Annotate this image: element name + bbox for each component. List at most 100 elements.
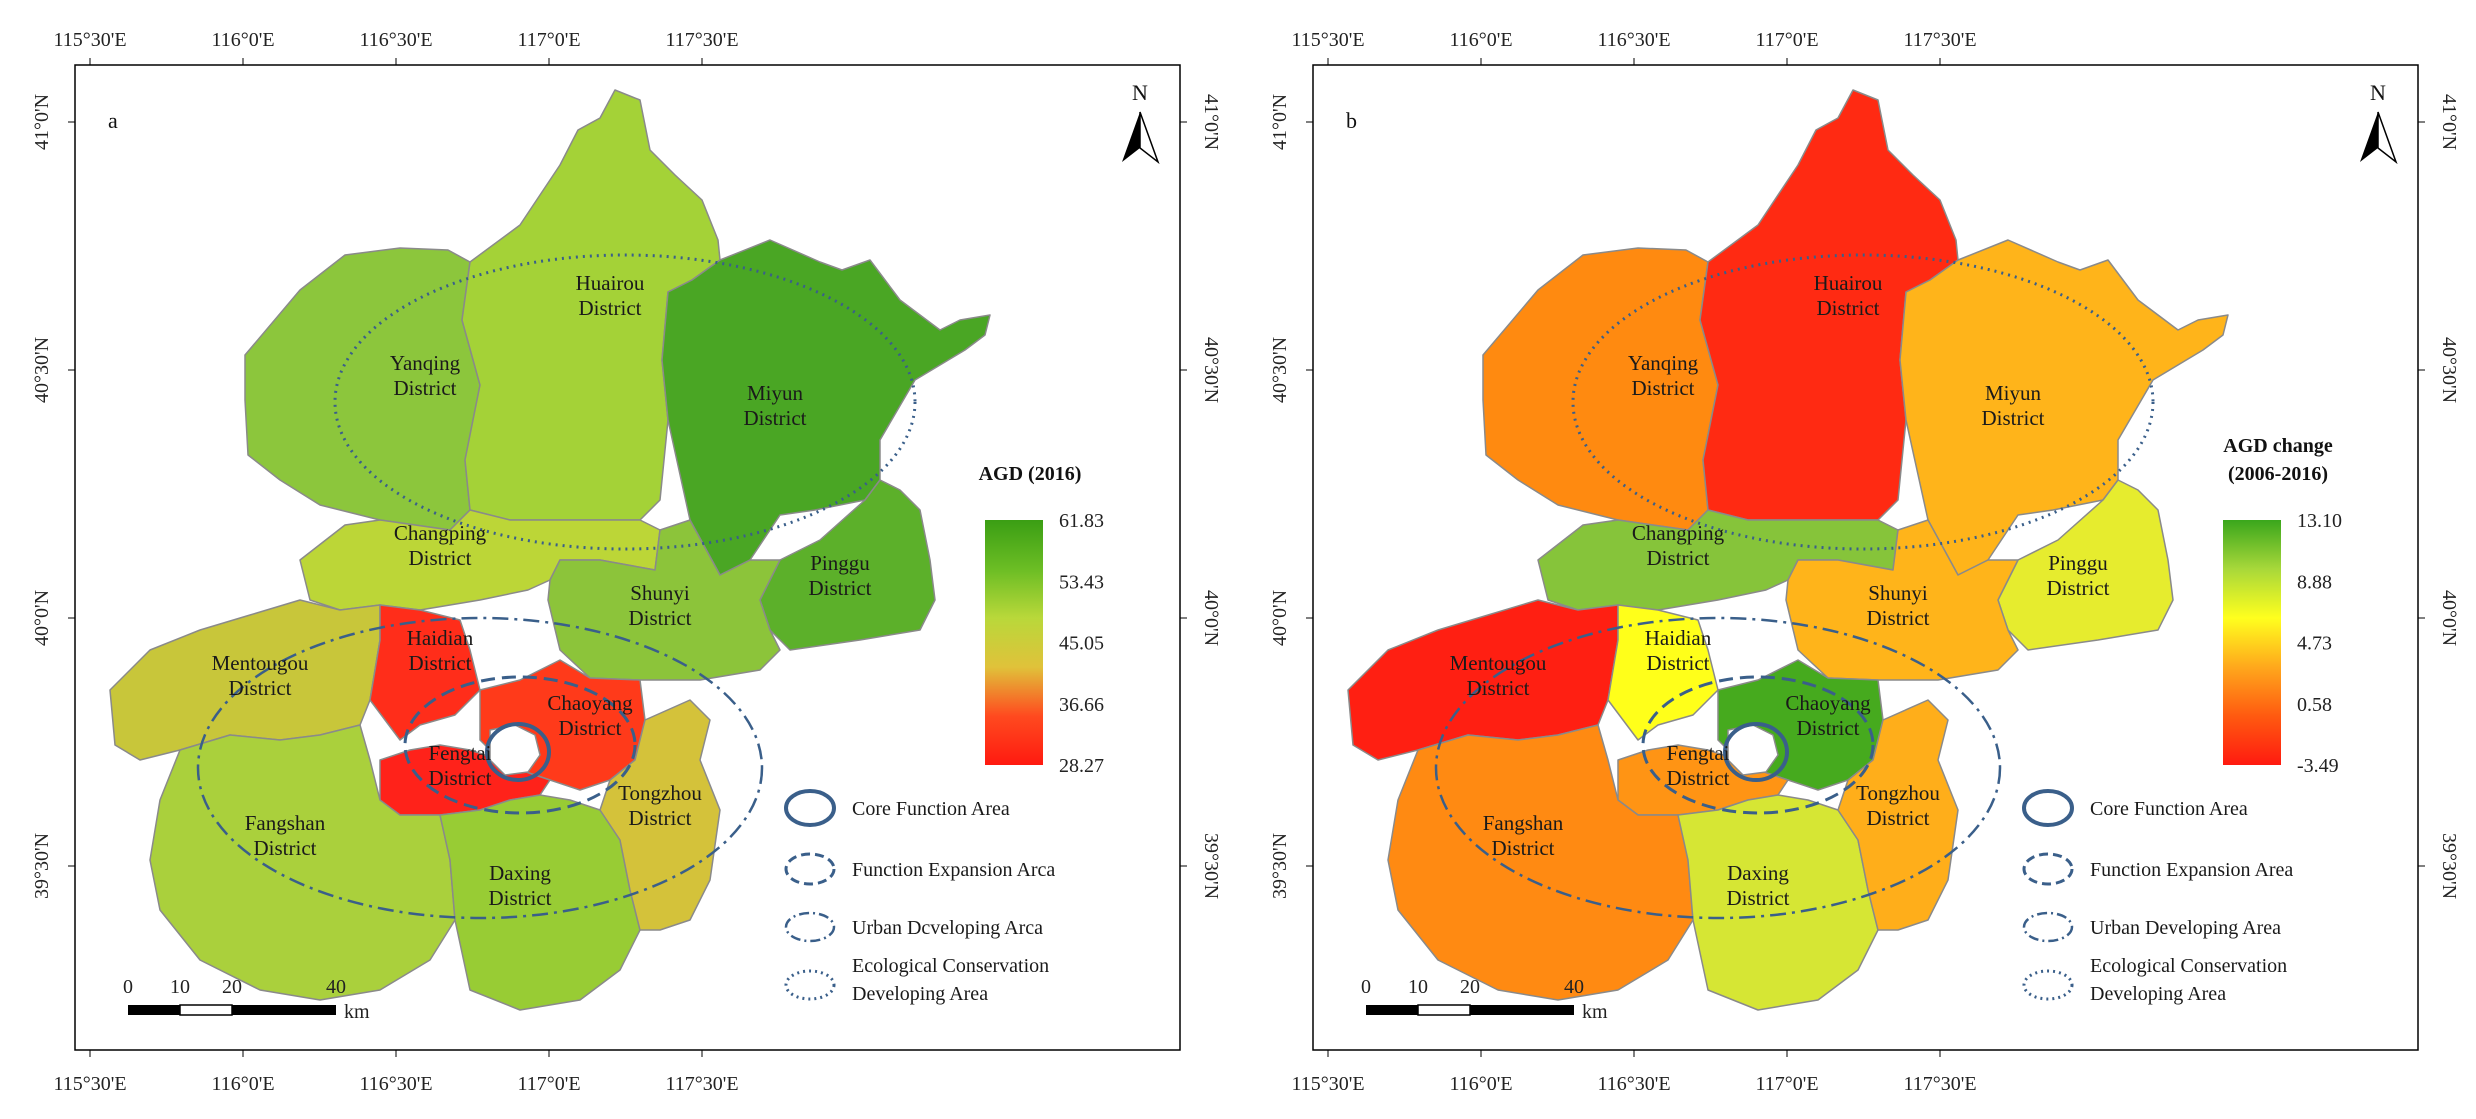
district-core <box>489 724 541 776</box>
district-name: Daxing <box>489 861 551 885</box>
legend-gradient-bar <box>985 520 1043 765</box>
legend-ecological-label-2: Developing Area <box>852 983 988 1005</box>
scale-bar-number: 20 <box>1460 976 1480 998</box>
district-label-haidian: Haidian District <box>407 626 474 675</box>
district-name: Chaoyang <box>547 691 633 715</box>
lon-label-bottom: 115°30'E <box>53 1073 126 1095</box>
legend-core-symbol <box>2022 789 2074 827</box>
legend-value: 45.05 <box>1059 633 1104 655</box>
district-name: Pinggu <box>2048 551 2108 575</box>
legend-value: 13.10 <box>2297 510 2342 532</box>
scale-bar-number: 40 <box>1564 976 1584 998</box>
district-suffix: District <box>229 676 292 700</box>
district-label-daxing: Daxing District <box>489 861 552 910</box>
urban-area-boundary <box>1434 616 2002 920</box>
district-label-yanqing: Yanqing District <box>1628 351 1699 400</box>
district-suffix: District <box>254 836 317 860</box>
lon-label-top: 115°30'E <box>53 29 126 51</box>
district-name: Miyun <box>747 381 804 405</box>
district-name: Fengtai <box>429 741 492 765</box>
map-panel-a: 115°30'E 115°30'E 116°0'E 116°0'E 116°30'E 11… <box>31 29 1222 1095</box>
district-label-fangshan: Fangshan District <box>245 811 326 860</box>
lat-label-right: 41°0'N <box>1200 94 1222 150</box>
district-label-shunyi: Shunyi District <box>629 581 692 630</box>
district-name: Fengtai <box>1667 741 1730 765</box>
district-suffix: District <box>629 606 692 630</box>
district-label-fengtai: Fengtai District <box>1667 741 1730 790</box>
scale-bar-segment <box>1470 1005 1574 1015</box>
scale-bar-unit: km <box>344 1001 370 1023</box>
lat-label-left: 41°0'N <box>31 94 53 150</box>
lon-label-bottom: 116°0'E <box>211 1073 274 1095</box>
expansion-area-boundary <box>403 675 637 815</box>
lon-label-bottom: 117°0'E <box>1755 1073 1818 1095</box>
map-frame <box>1312 64 2419 1051</box>
legend-ecological-label-2: Developing Area <box>2090 983 2226 1005</box>
district-name: Pinggu <box>810 551 870 575</box>
scale-bar-unit: km <box>1582 1001 1608 1023</box>
district-suffix: District <box>2047 576 2110 600</box>
lat-label-left: 41°0'N <box>1269 94 1291 150</box>
scale-bar-segment <box>179 1004 233 1016</box>
lon-label-bottom: 116°30'E <box>1597 1073 1670 1095</box>
legend-value: 28.27 <box>1059 755 1104 777</box>
district-label-changping: Changping District <box>1632 521 1725 570</box>
district-shunyi <box>547 519 781 681</box>
ecological-area-boundary <box>333 253 917 551</box>
north-arrow-icon <box>2377 111 2398 165</box>
legend-urban-symbol <box>784 911 836 943</box>
scale-bar-segment <box>232 1005 336 1015</box>
district-name: Daxing <box>1727 861 1789 885</box>
lon-label-top: 116°30'E <box>359 29 432 51</box>
district-name: Haidian <box>1645 626 1712 650</box>
map-svg-b: 115°30'E 115°30'E 116°0'E 116°0'E 116°30'E 11… <box>1269 29 2460 1095</box>
lon-label-top: 115°30'E <box>1291 29 1364 51</box>
legend-gradient-bar <box>2223 520 2281 765</box>
district-name: Mentougou <box>1450 651 1547 675</box>
legend-value: 0.58 <box>2297 694 2332 716</box>
lat-label-left: 40°0'N <box>1269 590 1291 646</box>
district-label-miyun: Miyun District <box>1982 381 2045 430</box>
district-name: Huairou <box>1814 271 1883 295</box>
district-name: Changping <box>1632 521 1725 545</box>
district-suffix: District <box>489 886 552 910</box>
district-name: Yanqing <box>390 351 461 375</box>
lat-label-left: 40°30'N <box>31 337 53 403</box>
district-suffix: District <box>1867 806 1930 830</box>
district-name: Tongzhou <box>618 781 702 805</box>
legend-expansion-symbol <box>2022 852 2074 886</box>
district-label-huairou: Huairou District <box>1814 271 1883 320</box>
lat-label-right: 41°0'N <box>2438 94 2460 150</box>
legend-ecological-symbol <box>784 969 836 1001</box>
lon-label-bottom: 115°30'E <box>1291 1073 1364 1095</box>
district-label-tongzhou: Tongzhou District <box>618 781 702 830</box>
expansion-area-boundary <box>1641 675 1875 815</box>
district-core <box>1727 724 1779 776</box>
district-name: Shunyi <box>630 581 690 605</box>
district-tongzhou <box>1837 699 1959 931</box>
district-suffix: District <box>429 766 492 790</box>
district-suffix: District <box>1982 406 2045 430</box>
legend-value: 8.88 <box>2297 571 2332 593</box>
lat-label-left: 39°30'N <box>1269 833 1291 899</box>
legend-ecological-symbol <box>2022 969 2074 1001</box>
lat-label-right: 40°30'N <box>2438 337 2460 403</box>
lon-label-bottom: 116°30'E <box>359 1073 432 1095</box>
map-svg-a: 115°30'E 115°30'E 116°0'E 116°0'E 116°30'E 11… <box>31 29 1222 1095</box>
district-suffix: District <box>409 546 472 570</box>
scale-bar-number: 10 <box>1408 976 1428 998</box>
district-label-chaoyang: Chaoyang District <box>547 691 633 740</box>
lon-label-top: 117°0'E <box>1755 29 1818 51</box>
district-label-daxing: Daxing District <box>1727 861 1790 910</box>
north-arrow-label: N <box>2370 80 2386 105</box>
district-suffix: District <box>559 716 622 740</box>
lon-label-top: 116°30'E <box>1597 29 1670 51</box>
scale-bar-number: 10 <box>170 976 190 998</box>
legend-urban-label: Urban Developing Area <box>2090 917 2281 939</box>
district-label-fangshan: Fangshan District <box>1483 811 1564 860</box>
legend-value: 4.73 <box>2297 633 2332 655</box>
district-name: Chaoyang <box>1785 691 1871 715</box>
legend-value: -3.49 <box>2297 755 2339 777</box>
legend-urban-label: Urban Dcveloping Arca <box>852 917 1043 939</box>
district-label-yanqing: Yanqing District <box>390 351 461 400</box>
